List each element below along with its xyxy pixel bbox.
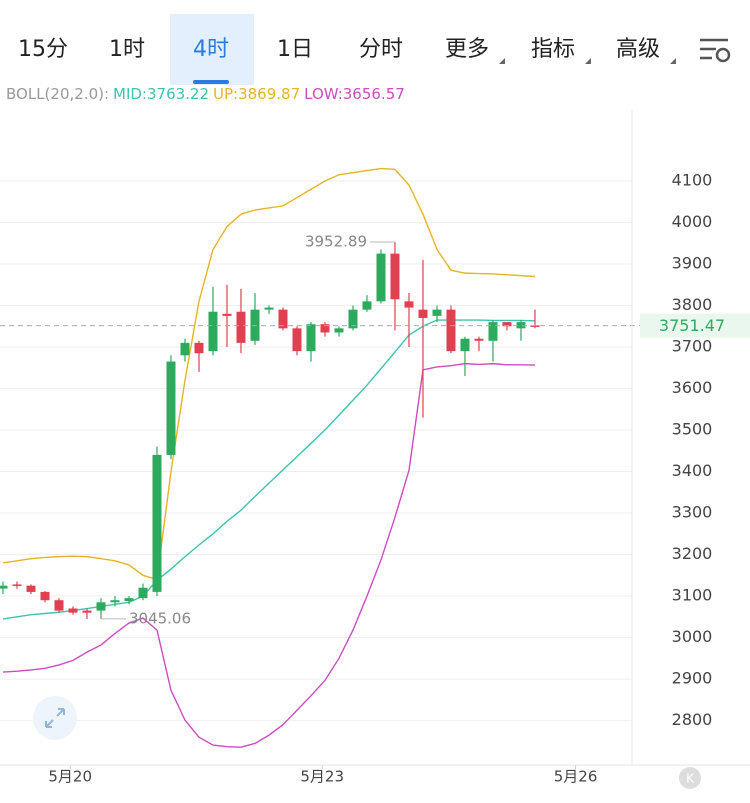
x-tick-label: 5月23 [300,768,344,786]
candle-body [208,311,218,352]
active-tab-bg [170,14,254,85]
candle-body [96,602,106,611]
legend-entry: LOW:3656.57 [304,85,405,103]
candle-body [530,325,540,327]
last-price-label: 3751.47 [659,316,725,335]
boll-line [2,362,535,748]
candle-body [68,608,78,613]
y-tick-label: 2800 [672,710,713,729]
candle-body [180,342,190,356]
candle-body [26,585,36,592]
candle-body [40,591,50,601]
tab-bar: 15分 1时 4时 1日 分时 更多 指标 高级 [18,37,676,84]
y-tick-label: 3100 [672,586,713,605]
y-tick-label: 3600 [672,378,713,397]
candle-body [82,610,92,613]
dropdown-arrow [585,58,591,64]
candle-body [432,309,442,316]
last-price-box [640,313,750,338]
candle-body [54,600,64,611]
y-tick-label: 3200 [672,544,713,563]
y-tick-label: 3700 [672,337,713,356]
y-tick-label: 3900 [672,253,713,272]
y-tick-label: 4100 [672,170,713,189]
tab[interactable]: 1日 [277,37,313,62]
candle-body [0,585,8,589]
candle-body [278,309,288,329]
y-tick-label: 3500 [672,420,713,439]
tab[interactable]: 指标 [531,37,575,62]
y-tick-label: 3400 [672,461,713,480]
candle-body [390,253,400,300]
k-icon: K [686,772,695,786]
candle-body [222,313,232,316]
y-tick-label: 4000 [672,212,713,231]
candle-body [124,598,134,602]
candle-body [320,324,330,333]
candle-body [348,309,358,329]
expand-icon [45,708,65,728]
boll-line [2,167,536,581]
candle-body [110,600,120,603]
x-tick-label: 5月26 [554,768,598,786]
candle-body [474,338,484,341]
tab[interactable]: 更多 [445,37,489,62]
candle-body [376,253,386,302]
tab[interactable]: 分时 [359,37,403,62]
annotation: 3952.89 [305,233,367,251]
indicator-legend: BOLL(20,2.0): MID:3763.22 UP:3869.87 LOW:36… [6,85,405,103]
annotation: 3045.06 [129,609,191,627]
candle-body [264,307,274,310]
expand-button[interactable] [33,696,77,740]
dropdown-arrow [499,58,505,64]
candle-body [152,454,162,592]
legend-entry: MID:3763.22 [113,85,209,103]
candle-body [166,361,176,455]
candle-body [502,322,512,327]
tab-underline [193,80,229,84]
tab[interactable]: 高级 [616,37,660,62]
settings-icon[interactable] [700,38,731,63]
k-button[interactable] [679,767,701,789]
candle-body [446,309,456,352]
boll-line [2,319,535,620]
candle-body [362,301,372,310]
candle-body [292,328,302,352]
y-tick-label: 2900 [672,669,713,688]
legend-label: BOLL(20,2.0): [6,85,109,103]
candle-body [138,587,148,599]
dropdown-arrow [670,58,676,64]
x-tick-label: 5月20 [48,768,92,786]
candle-body [194,342,204,354]
candle-body [418,309,428,318]
candle-body [236,311,246,343]
candle-body [334,328,344,333]
candle-body [488,322,498,341]
plot: 2800 2900 3000 3100 3200 3300 3400 3500 3600 3700… [0,167,750,786]
candle-body [306,324,316,352]
tab[interactable]: 15分 [18,37,68,62]
y-tick-label: 3300 [672,503,713,522]
legend-entry: UP:3869.87 [213,85,300,103]
y-tick-label: 3800 [672,295,713,314]
candle-body [460,338,470,352]
tab[interactable]: 4时 [193,37,229,62]
candle-body [12,584,22,586]
y-tick-label: 3000 [672,627,713,646]
candle-body [516,322,526,329]
candle-body [404,301,414,308]
tab[interactable]: 1时 [109,37,145,62]
